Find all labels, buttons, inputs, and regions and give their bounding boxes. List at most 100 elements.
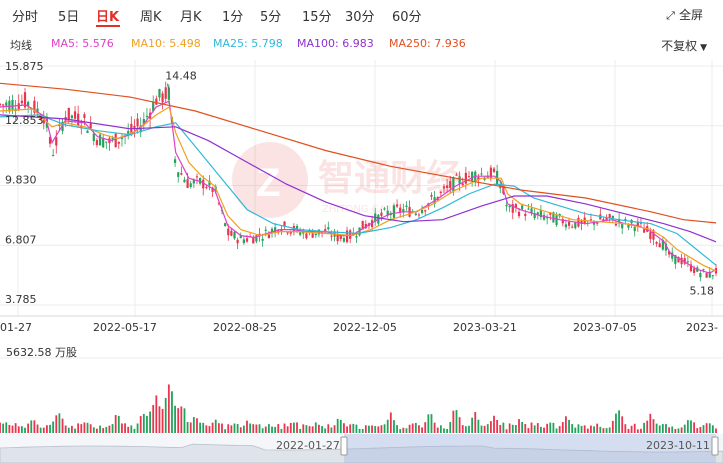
volume-bar [49, 424, 51, 433]
volume-bar [17, 426, 20, 433]
volume-bar [164, 397, 167, 433]
volume-bar [308, 426, 311, 433]
volume-bar [346, 426, 348, 433]
volume-bar [371, 425, 373, 433]
volume-bar [124, 423, 126, 433]
volume-bar [427, 414, 430, 433]
fullscreen-button[interactable]: ⤢ 全屏 [666, 6, 703, 23]
volume-bar [396, 425, 398, 433]
candle [105, 141, 108, 150]
volume-bar [293, 422, 295, 433]
volume-bar [280, 428, 283, 433]
volume-bar [127, 426, 130, 433]
volume-bar [677, 428, 680, 433]
candle [158, 88, 161, 102]
volume-bar [142, 413, 145, 433]
volume-bar [418, 425, 420, 433]
volume-bar [711, 425, 714, 433]
candle [680, 253, 683, 268]
range-navigator[interactable]: 2022-01-27 2023-10-11 [0, 434, 723, 463]
volume-bar [339, 419, 342, 433]
navigator-left-handle[interactable] [340, 436, 348, 456]
candle [517, 208, 521, 219]
volume-bar [502, 422, 505, 433]
volume-bar [361, 428, 364, 433]
volume-bar [624, 424, 627, 433]
volume-bar [189, 422, 192, 433]
candle [664, 239, 668, 256]
volume-bar [321, 426, 323, 433]
candle [0, 102, 2, 108]
high-price-label: 14.48 [165, 70, 197, 83]
volume-bar [452, 410, 455, 433]
candle [527, 204, 530, 210]
volume-bar [505, 429, 508, 433]
tab-1[interactable]: 5日 [58, 10, 80, 25]
adjust-dropdown[interactable]: 不复权 ▼ [661, 37, 707, 54]
volume-bar [155, 395, 158, 433]
volume-bar [543, 427, 545, 433]
volume-bar [30, 420, 33, 433]
volume-bar [446, 428, 449, 433]
ma5-value: MA5: 5.576 [51, 37, 114, 50]
x-tick-label: 01-27 [0, 321, 32, 334]
volume-bar [508, 423, 511, 433]
tab-8[interactable]: 30分 [345, 10, 375, 25]
volume-bar [702, 425, 705, 433]
volume-bar [221, 423, 223, 433]
volume-bar [61, 418, 64, 433]
candle [342, 234, 346, 243]
volume-bar [421, 427, 423, 433]
svg-text:智通财经: 智通财经 [318, 158, 462, 199]
tab-6[interactable]: 5分 [260, 10, 282, 25]
volume-bar [161, 408, 164, 433]
candle [11, 94, 14, 115]
candle [20, 94, 23, 106]
tab-2[interactable]: 日K [96, 10, 120, 25]
candle [148, 108, 152, 128]
volume-bar [180, 406, 183, 433]
candle [446, 178, 449, 194]
candle [674, 254, 677, 269]
volume-bar [439, 425, 442, 433]
tab-0[interactable]: 分时 [12, 10, 39, 25]
tab-4[interactable]: 月K [180, 10, 202, 25]
volume-bar [152, 405, 155, 433]
volume-bar [355, 424, 358, 433]
volume-bar [58, 413, 61, 433]
active-tab-underline [96, 25, 120, 27]
navigator-right-handle[interactable] [711, 436, 719, 456]
candle [17, 94, 20, 112]
volume-bar [649, 413, 652, 433]
candle [383, 206, 386, 211]
candle [511, 199, 514, 220]
candle [327, 221, 330, 231]
candle [42, 110, 45, 130]
tab-5[interactable]: 1分 [222, 10, 244, 25]
candle [658, 239, 661, 248]
candle [164, 81, 167, 103]
candle [655, 241, 658, 247]
volume-bar [133, 428, 136, 433]
volume-bar [318, 424, 320, 433]
grid-lines [0, 60, 723, 317]
volume-bar [483, 425, 486, 433]
tab-7[interactable]: 15分 [302, 10, 332, 25]
volume-bar [74, 428, 76, 433]
candle [649, 227, 652, 244]
volume-bar [493, 415, 495, 433]
volume-bar [283, 423, 286, 433]
volume-bar [174, 405, 176, 433]
volume-bar [708, 423, 711, 433]
volume-bar [92, 427, 95, 433]
volume-bar [536, 423, 539, 433]
volume-bar [77, 423, 80, 433]
volume-bar [455, 410, 458, 433]
candle [86, 129, 89, 134]
tab-3[interactable]: 周K [140, 10, 162, 25]
candle [61, 118, 64, 135]
volume-bar [102, 428, 105, 433]
tab-9[interactable]: 60分 [392, 10, 422, 25]
volume-bar [486, 424, 489, 433]
